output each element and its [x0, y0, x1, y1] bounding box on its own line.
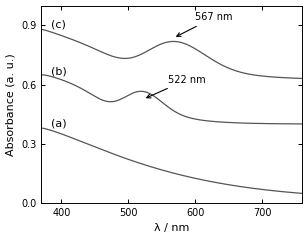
Text: 567 nm: 567 nm [177, 12, 233, 36]
X-axis label: λ / nm: λ / nm [154, 223, 189, 234]
Text: (b): (b) [51, 67, 67, 77]
Y-axis label: Absorbance (a. u.): Absorbance (a. u.) [6, 53, 16, 156]
Text: (c): (c) [51, 19, 66, 29]
Text: 522 nm: 522 nm [147, 75, 206, 98]
Text: (a): (a) [51, 118, 67, 128]
